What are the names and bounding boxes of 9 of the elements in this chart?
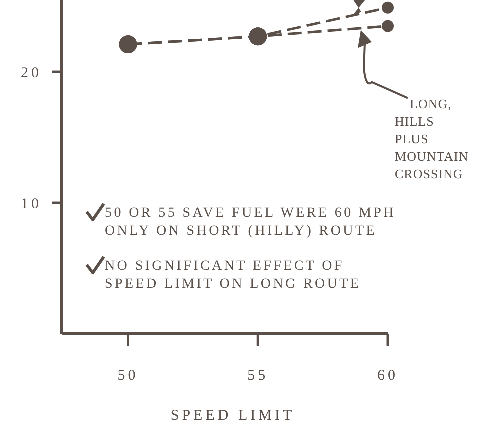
annotation: 50 OR 55 SAVE FUEL WERE 60 MPH ONLY ON SHORT (HILLY) ROUTE xyxy=(105,206,396,239)
x-axis-title: SPEED LIMIT xyxy=(170,408,296,424)
annotation: NO SIGNIFICANT EFFECT OF SPEED LIMIT ON LONG ROUTE xyxy=(105,259,362,292)
x-tick-label: 60 xyxy=(378,368,398,384)
text: LONG, HILLS PLUS MOUNTAIN CROSSING xyxy=(395,96,469,182)
x-tick-label: 55 xyxy=(248,368,269,384)
x-tick-label: 50 xyxy=(118,368,139,384)
y-tick-label: 10 xyxy=(21,196,42,212)
y-tick-label: 20 xyxy=(21,65,42,82)
